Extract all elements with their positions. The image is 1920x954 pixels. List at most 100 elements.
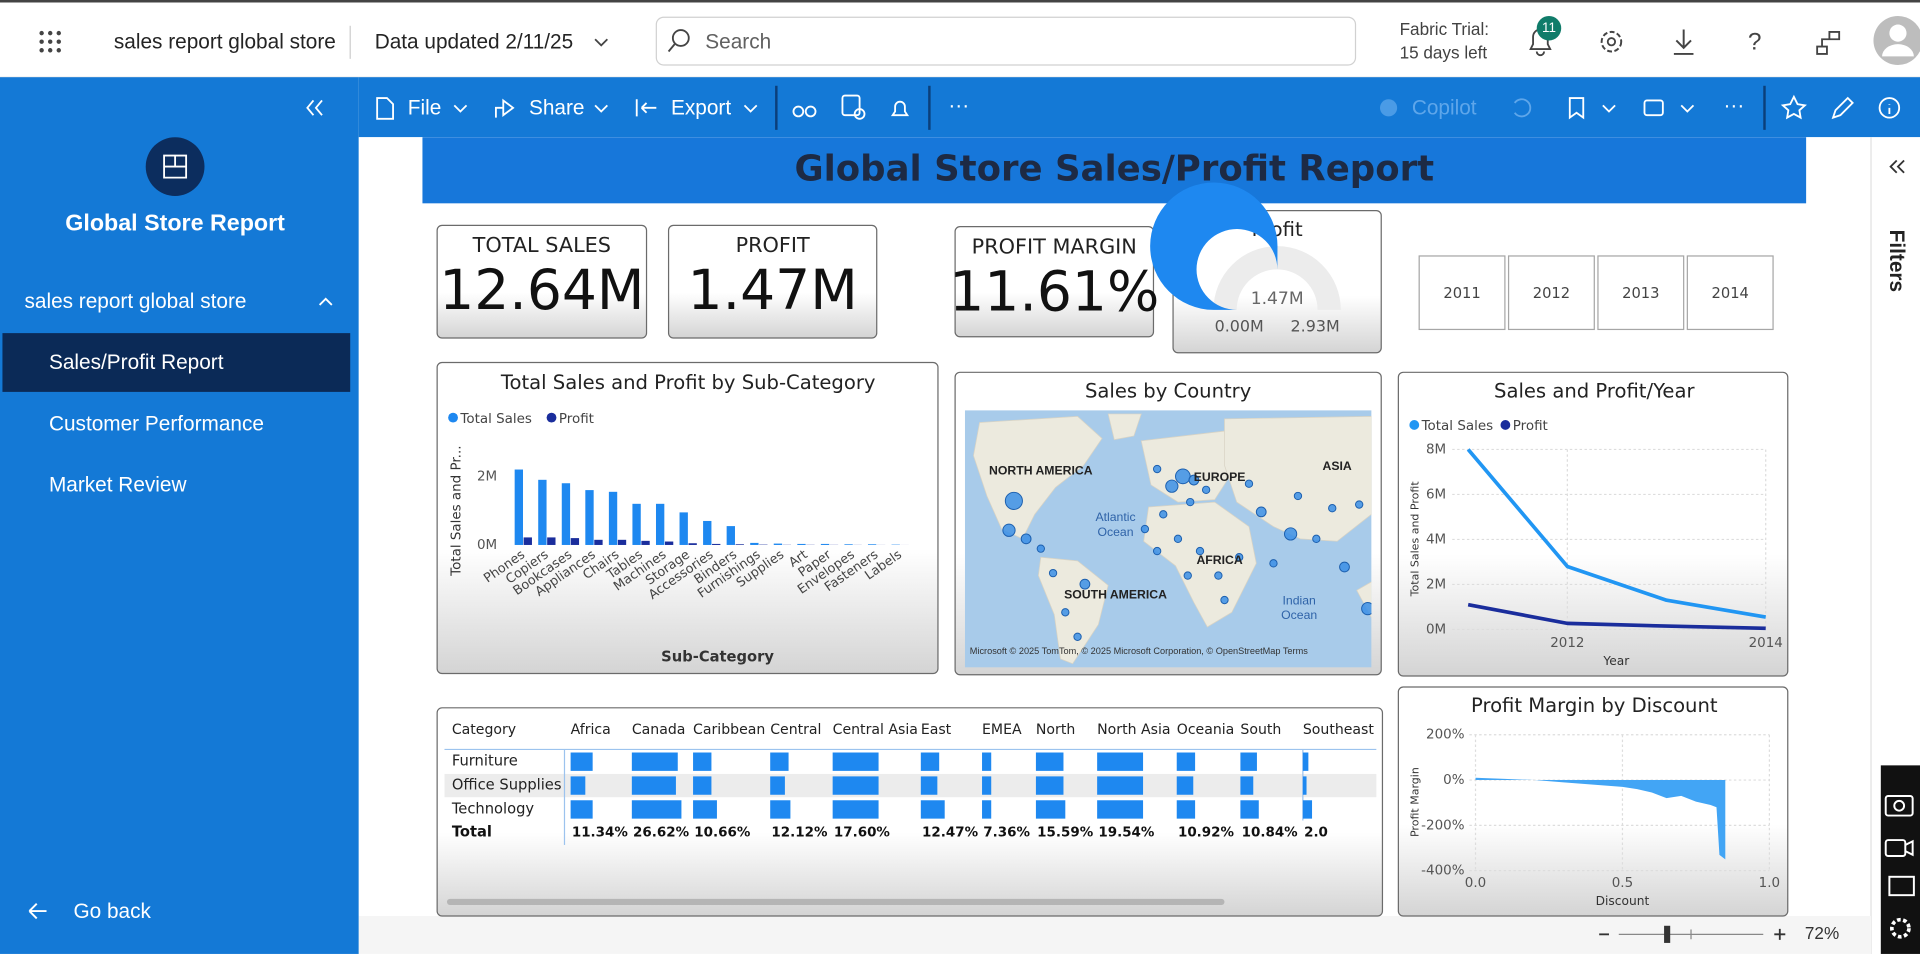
go-back[interactable]: Go back: [73, 900, 151, 923]
data-bar: [693, 800, 717, 819]
data-bar: [1176, 800, 1196, 819]
column-header: Canada: [632, 722, 686, 738]
legend-marker: [1409, 420, 1420, 430]
download-icon[interactable]: [1673, 29, 1694, 55]
app-launcher[interactable]: [39, 30, 61, 53]
bar: [594, 539, 603, 545]
footer-bg: [358, 915, 1872, 954]
column-header: South: [1240, 722, 1281, 738]
line-series: [1466, 448, 1767, 619]
slicer-button[interactable]: [1507, 255, 1595, 331]
map-bubble: [1175, 468, 1191, 485]
y-tick-label: 6M: [1426, 487, 1446, 502]
total-label: Total: [452, 824, 492, 841]
slicer-button[interactable]: [1597, 255, 1685, 331]
bar: [570, 538, 580, 545]
legend-label: Total Sales: [1421, 419, 1494, 434]
column-header: Central: [770, 722, 821, 738]
column-header: East: [921, 722, 952, 738]
toolbar-icons[interactable]: [792, 94, 910, 120]
map-bubble: [1159, 510, 1168, 519]
nav-section[interactable]: sales report global store: [24, 290, 246, 313]
y-axis-label: Total Sales and Profit: [1409, 481, 1422, 598]
bar: [867, 544, 877, 545]
toolbar-item[interactable]: Export: [671, 97, 731, 120]
bar: [664, 541, 674, 545]
scrollbar[interactable]: [446, 898, 1225, 905]
legend-marker: [448, 412, 458, 423]
bar: [632, 503, 641, 545]
nav-page[interactable]: Customer Performance: [49, 412, 264, 435]
y-tick-label: 0M: [1426, 622, 1446, 637]
data-bar: [693, 752, 712, 771]
data-updated[interactable]: Data updated 2/11/25: [375, 30, 574, 53]
x-tick-label: 2014: [1749, 636, 1783, 651]
filters-label[interactable]: Filters: [1885, 230, 1908, 292]
kpi-label: PROFIT MARGIN: [972, 234, 1137, 258]
map-bubble: [1339, 561, 1350, 573]
section-chevron[interactable]: [318, 297, 333, 306]
map-label: Atlantic: [1095, 510, 1135, 524]
legend-label: Profit: [1513, 419, 1548, 434]
data-bar: [832, 776, 879, 795]
map-bubble: [1061, 608, 1070, 617]
total-value: 12.47%: [922, 826, 979, 841]
notification-count: 11: [1542, 20, 1556, 35]
trial-line: 15 days left: [1400, 42, 1488, 62]
chevron: [594, 38, 608, 47]
toolbar-right-icons[interactable]: [1513, 94, 1901, 120]
data-bar: [631, 776, 676, 795]
nav-page[interactable]: Market Review: [49, 474, 188, 497]
settings-icon[interactable]: [1600, 30, 1623, 53]
chevron: [453, 104, 468, 113]
zoom-in[interactable]: [1774, 928, 1786, 940]
app-title[interactable]: sales report global store: [114, 30, 336, 53]
toolbar-bg: [358, 77, 1920, 138]
chart-title: Profit Margin by Discount: [1471, 694, 1718, 717]
bar: [735, 544, 744, 545]
map-label: Indian: [1283, 594, 1317, 608]
chart-card: [1397, 686, 1789, 917]
report-header: Global Store Sales/Profit Report: [422, 137, 1807, 204]
copilot: Copilot: [1412, 97, 1477, 120]
zoom-thumb[interactable]: [1664, 925, 1671, 943]
total-value: 15.59%: [1037, 826, 1094, 841]
help-icon[interactable]: ?: [1748, 28, 1762, 55]
bar: [608, 491, 618, 545]
share-icon: [495, 98, 515, 118]
legend-marker: [1500, 420, 1511, 430]
report-title: Global Store Report: [65, 209, 285, 235]
map: NORTH AMERICA EUROPEASIAAtlanticOceanAFRI…: [964, 410, 1372, 668]
notification-badge: [1536, 15, 1562, 41]
more-icon[interactable]: ···: [948, 94, 969, 117]
data-bar: [920, 752, 940, 771]
slicer-button[interactable]: [1686, 255, 1774, 331]
total-value: 10.84%: [1242, 826, 1299, 841]
more-icon[interactable]: ···: [1723, 94, 1744, 117]
y-tick-label: 0%: [1443, 773, 1465, 788]
nav-page[interactable]: Sales/Profit Report: [49, 351, 224, 374]
data-bar: [982, 752, 992, 771]
toolbar-item[interactable]: Share: [529, 97, 585, 120]
search-box[interactable]: [655, 16, 1357, 66]
gauge-min-label: 0.00M: [1215, 317, 1264, 336]
data-bar: [1176, 752, 1196, 771]
bar: [797, 543, 806, 545]
y-tick-label: -200%: [1421, 818, 1465, 833]
expand-filters[interactable]: [1889, 159, 1905, 174]
data-bar: [770, 776, 785, 795]
data-bar: [920, 800, 945, 819]
bar: [655, 503, 665, 545]
map-bubble: [1073, 632, 1082, 641]
avatar-head: [1889, 24, 1907, 42]
capture-icons[interactable]: [1884, 795, 1915, 939]
export-icon: [635, 99, 657, 117]
share-feedback-icon[interactable]: [1816, 30, 1841, 55]
y-tick-label: 4M: [1426, 532, 1446, 547]
total-value: 10.66%: [694, 826, 751, 841]
toolbar-item[interactable]: File: [408, 97, 442, 120]
collapse-nav[interactable]: [306, 99, 323, 116]
map-bubble: [1355, 500, 1364, 509]
total-value: 10.92%: [1178, 826, 1235, 841]
slicer-button[interactable]: [1418, 255, 1506, 331]
